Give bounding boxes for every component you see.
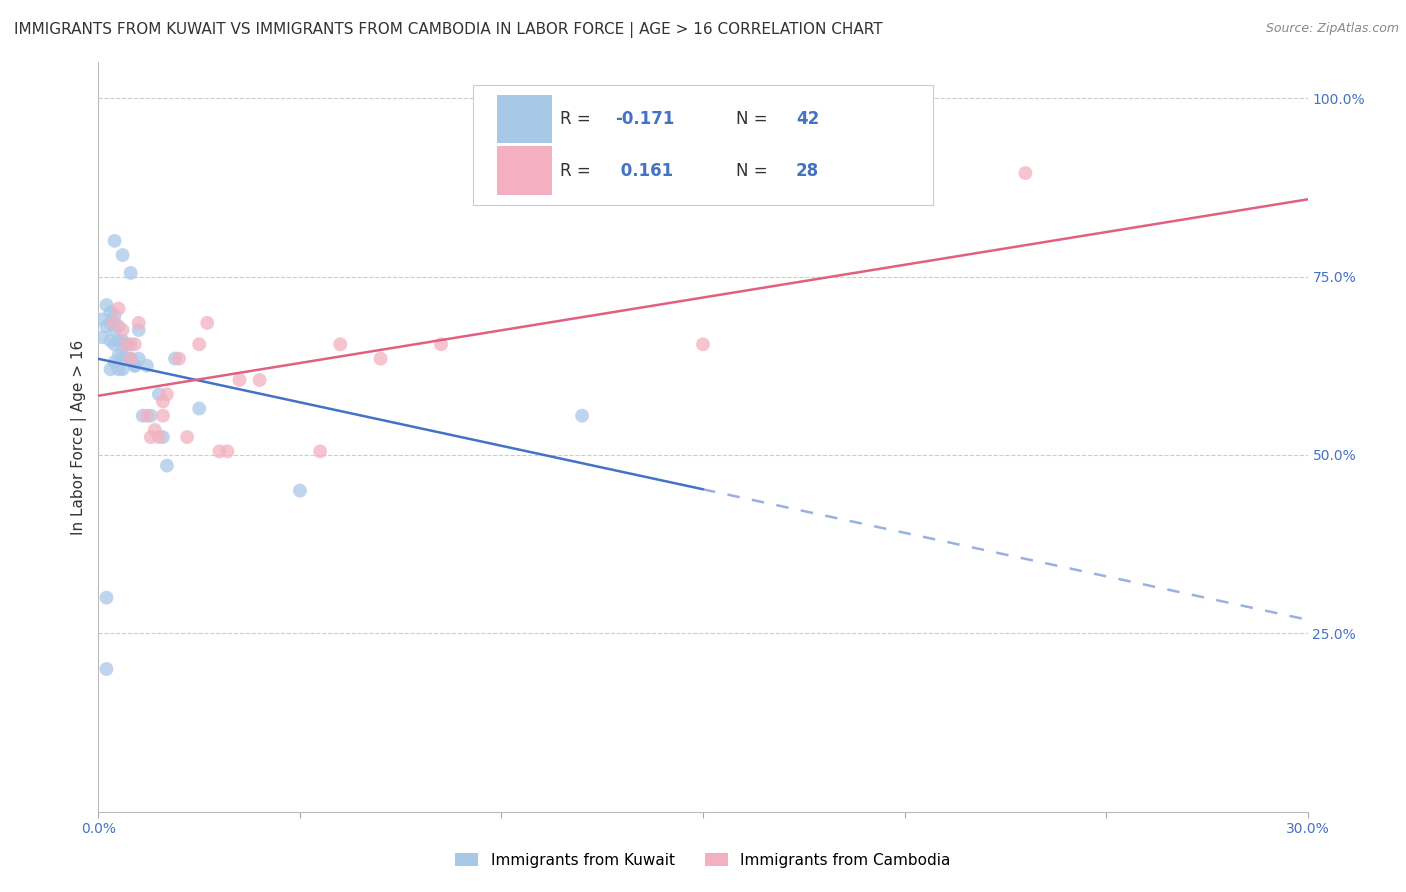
Text: 28: 28 <box>796 161 820 179</box>
Point <box>128 316 150 330</box>
Point <box>111 323 134 337</box>
Point <box>329 337 352 351</box>
Point <box>148 430 170 444</box>
Text: 42: 42 <box>796 110 820 128</box>
Point <box>195 316 218 330</box>
Text: R =: R = <box>561 161 596 179</box>
Point <box>156 387 179 401</box>
Point <box>120 351 142 366</box>
Point <box>249 373 271 387</box>
Point <box>103 323 125 337</box>
Point <box>143 423 166 437</box>
FancyBboxPatch shape <box>498 146 551 195</box>
Point <box>139 430 162 444</box>
Point <box>96 298 118 312</box>
Point <box>430 337 453 351</box>
Point <box>103 316 125 330</box>
Point <box>103 234 125 248</box>
Point <box>107 334 129 348</box>
Point <box>107 319 129 334</box>
Point <box>103 309 125 323</box>
Point <box>107 362 129 376</box>
Point <box>152 394 174 409</box>
FancyBboxPatch shape <box>498 95 551 144</box>
Point <box>128 351 150 366</box>
Point <box>100 334 122 348</box>
Point <box>120 266 142 280</box>
Point <box>148 387 170 401</box>
Point <box>188 337 211 351</box>
FancyBboxPatch shape <box>474 85 932 205</box>
Point <box>124 359 146 373</box>
Point <box>124 359 146 373</box>
Text: -0.171: -0.171 <box>614 110 673 128</box>
Text: 0.161: 0.161 <box>614 161 673 179</box>
Point <box>115 337 138 351</box>
Point <box>571 409 593 423</box>
Point <box>163 351 186 366</box>
Legend: Immigrants from Kuwait, Immigrants from Cambodia: Immigrants from Kuwait, Immigrants from … <box>447 845 959 875</box>
Point <box>217 444 239 458</box>
Point <box>115 351 138 366</box>
Point <box>111 248 134 262</box>
Point <box>167 351 190 366</box>
Point <box>124 337 146 351</box>
Point <box>156 458 179 473</box>
Point <box>111 348 134 362</box>
Point <box>228 373 250 387</box>
Text: Source: ZipAtlas.com: Source: ZipAtlas.com <box>1265 22 1399 36</box>
Point <box>128 323 150 337</box>
Point <box>91 312 114 326</box>
Point <box>135 359 157 373</box>
Point <box>120 351 142 366</box>
Point <box>309 444 332 458</box>
Text: IMMIGRANTS FROM KUWAIT VS IMMIGRANTS FROM CAMBODIA IN LABOR FORCE | AGE > 16 COR: IMMIGRANTS FROM KUWAIT VS IMMIGRANTS FRO… <box>14 22 883 38</box>
Point <box>91 330 114 344</box>
Point <box>135 409 157 423</box>
Point <box>152 409 174 423</box>
Point <box>115 337 138 351</box>
Point <box>107 348 129 362</box>
Point <box>96 319 118 334</box>
Point <box>208 444 231 458</box>
Point <box>132 409 155 423</box>
Point <box>107 301 129 316</box>
Point <box>692 337 714 351</box>
Point <box>188 401 211 416</box>
Point <box>96 591 118 605</box>
Text: R =: R = <box>561 110 596 128</box>
Point <box>139 409 162 423</box>
Point <box>1014 166 1036 180</box>
Text: N =: N = <box>735 110 772 128</box>
Point <box>96 662 118 676</box>
Point <box>152 430 174 444</box>
Point <box>111 362 134 376</box>
Point <box>100 316 122 330</box>
Point <box>103 337 125 351</box>
Point <box>111 334 134 348</box>
Point <box>103 355 125 369</box>
Point <box>100 305 122 319</box>
Text: N =: N = <box>735 161 772 179</box>
Point <box>100 362 122 376</box>
Y-axis label: In Labor Force | Age > 16: In Labor Force | Age > 16 <box>72 340 87 534</box>
Point <box>176 430 198 444</box>
Point <box>288 483 311 498</box>
Point <box>370 351 392 366</box>
Point <box>120 337 142 351</box>
